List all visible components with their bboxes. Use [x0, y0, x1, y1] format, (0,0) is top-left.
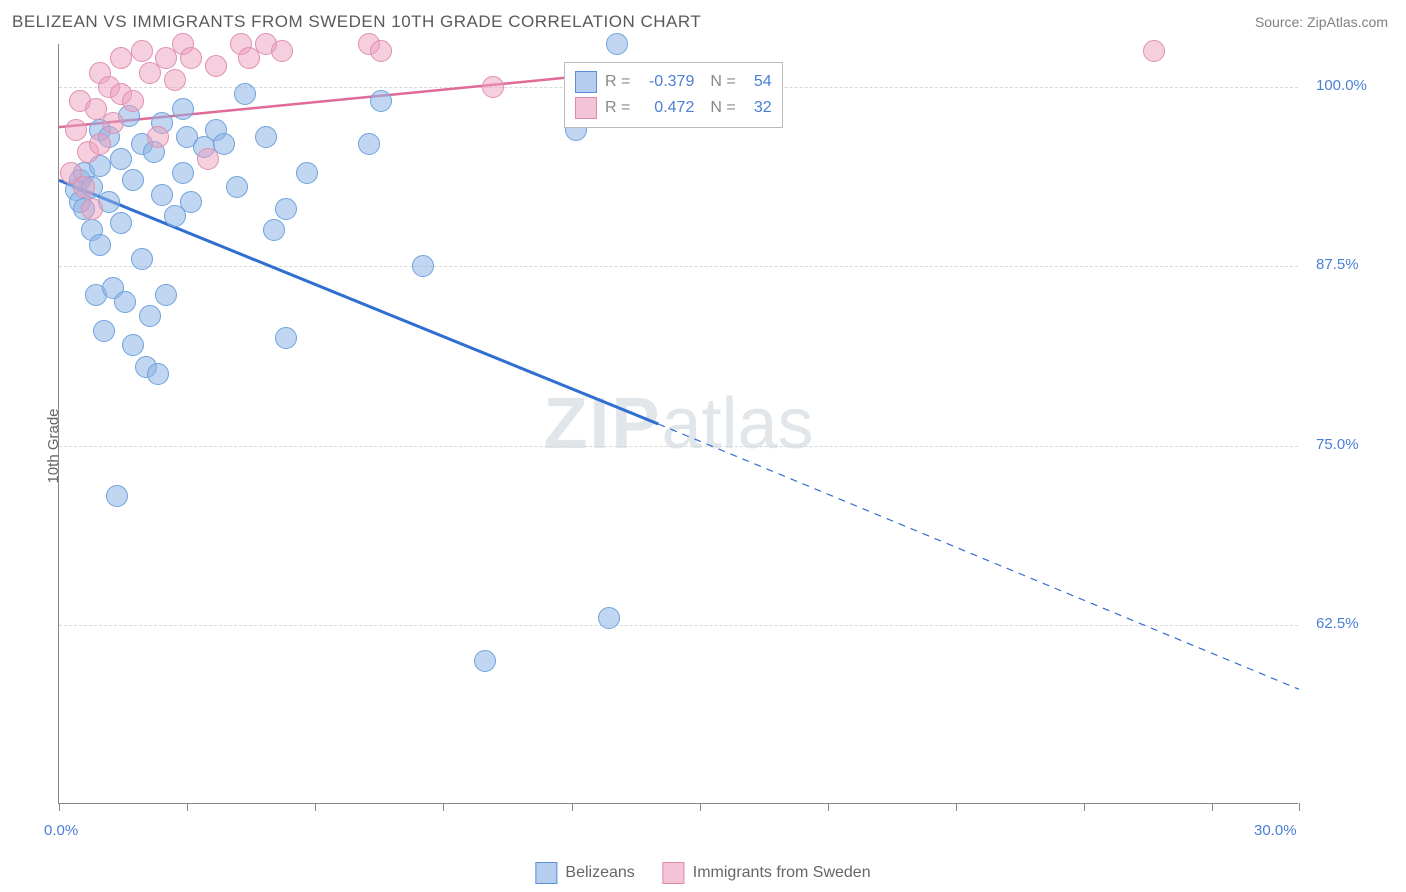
data-point — [110, 47, 132, 69]
data-point — [89, 133, 111, 155]
legend-item: Immigrants from Sweden — [663, 862, 871, 884]
watermark: ZIPatlas — [543, 383, 813, 465]
data-point — [1143, 40, 1165, 62]
data-point — [122, 90, 144, 112]
watermark-bold: ZIP — [543, 384, 661, 464]
x-tick — [315, 803, 316, 811]
data-point — [275, 327, 297, 349]
chart-title: BELIZEAN VS IMMIGRANTS FROM SWEDEN 10TH … — [12, 12, 701, 32]
stats-row: R = 0.472 N = 32 — [575, 95, 772, 121]
legend-swatch — [663, 862, 685, 884]
source-label: Source: ZipAtlas.com — [1255, 14, 1388, 30]
data-point — [271, 40, 293, 62]
x-tick — [187, 803, 188, 811]
data-point — [102, 112, 124, 134]
data-point — [114, 291, 136, 313]
data-point — [412, 255, 434, 277]
data-point — [110, 212, 132, 234]
n-value: 32 — [744, 99, 772, 117]
data-point — [172, 162, 194, 184]
data-point — [358, 133, 380, 155]
data-point — [205, 55, 227, 77]
series-swatch — [575, 97, 597, 119]
y-tick-label: 100.0% — [1316, 77, 1367, 94]
y-tick-label: 87.5% — [1316, 256, 1359, 273]
y-tick-label: 75.0% — [1316, 436, 1359, 453]
y-tick-label: 62.5% — [1316, 615, 1359, 632]
data-point — [106, 485, 128, 507]
data-point — [65, 119, 87, 141]
data-point — [122, 334, 144, 356]
x-tick — [700, 803, 701, 811]
gridline-h — [59, 446, 1298, 447]
correlation-stats-box: R = -0.379 N = 54 R = 0.472 N = 32 — [564, 62, 783, 128]
series-swatch — [575, 71, 597, 93]
x-tick — [956, 803, 957, 811]
n-value: 54 — [744, 73, 772, 91]
data-point — [89, 234, 111, 256]
data-point — [598, 607, 620, 629]
x-tick — [59, 803, 60, 811]
data-point — [226, 176, 248, 198]
data-point — [147, 126, 169, 148]
data-point — [151, 184, 173, 206]
n-label: N = — [710, 99, 735, 117]
data-point — [482, 76, 504, 98]
data-point — [172, 98, 194, 120]
data-point — [296, 162, 318, 184]
data-point — [164, 69, 186, 91]
n-label: N = — [710, 73, 735, 91]
data-point — [81, 198, 103, 220]
data-point — [606, 33, 628, 55]
gridline-h — [59, 266, 1298, 267]
x-tick-label: 0.0% — [44, 822, 78, 839]
data-point — [131, 248, 153, 270]
stats-row: R = -0.379 N = 54 — [575, 69, 772, 95]
data-point — [180, 47, 202, 69]
gridline-h — [59, 625, 1298, 626]
data-point — [255, 126, 277, 148]
watermark-light: atlas — [661, 384, 813, 464]
data-point — [263, 219, 285, 241]
data-point — [180, 191, 202, 213]
chart-plot-area: ZIPatlas R = -0.379 N = 54 R = 0.472 N = 32 — [58, 44, 1298, 804]
x-tick — [1212, 803, 1213, 811]
r-label: R = — [605, 99, 630, 117]
r-value: -0.379 — [638, 73, 694, 91]
legend-swatch — [535, 862, 557, 884]
data-point — [147, 363, 169, 385]
x-tick — [1299, 803, 1300, 811]
r-value: 0.472 — [638, 99, 694, 117]
x-tick — [828, 803, 829, 811]
x-tick — [572, 803, 573, 811]
data-point — [275, 198, 297, 220]
x-tick-label: 30.0% — [1254, 822, 1297, 839]
x-tick — [443, 803, 444, 811]
data-point — [73, 176, 95, 198]
legend-item: Belizeans — [535, 862, 634, 884]
data-point — [122, 169, 144, 191]
data-point — [93, 320, 115, 342]
legend-label: Belizeans — [565, 864, 634, 882]
r-label: R = — [605, 73, 630, 91]
data-point — [155, 284, 177, 306]
data-point — [139, 305, 161, 327]
data-point — [370, 40, 392, 62]
data-point — [131, 40, 153, 62]
legend-label: Immigrants from Sweden — [693, 864, 871, 882]
x-tick — [1084, 803, 1085, 811]
data-point — [197, 148, 219, 170]
data-point — [370, 90, 392, 112]
data-point — [234, 83, 256, 105]
series-legend: Belizeans Immigrants from Sweden — [535, 862, 870, 884]
data-point — [110, 148, 132, 170]
data-point — [474, 650, 496, 672]
